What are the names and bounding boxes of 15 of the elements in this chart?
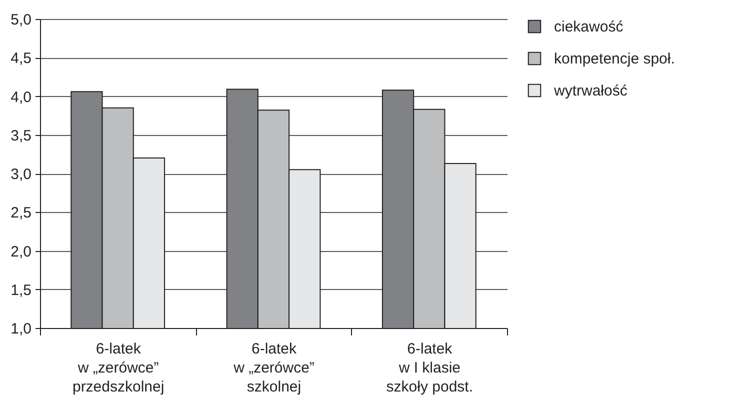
y-tick-label: 2,5 <box>10 204 32 222</box>
y-tick-label: 1,0 <box>10 320 32 338</box>
x-tick-label: 6-latek w I klasie szkoły podst. <box>386 340 474 396</box>
y-tick-label: 5,0 <box>10 12 32 28</box>
y-tick-label: 2,0 <box>10 243 32 260</box>
y-tick-label: 3,0 <box>10 166 32 183</box>
x-tick-label: 6-latek w „zerówce” szkolnej <box>232 340 314 396</box>
legend-label: kompetencje społ. <box>554 50 675 68</box>
y-tick-label: 3,5 <box>10 127 32 144</box>
y-tick-label: 1,5 <box>10 282 32 299</box>
legend-label: ciekawość <box>554 18 624 36</box>
legend-label: wytrwałość <box>553 82 628 100</box>
y-tick-label: 4,0 <box>10 88 32 106</box>
x-tick-label: 6-latek w „zerówce” przedszkolnej <box>72 340 164 396</box>
y-tick-label: 4,5 <box>10 50 32 68</box>
